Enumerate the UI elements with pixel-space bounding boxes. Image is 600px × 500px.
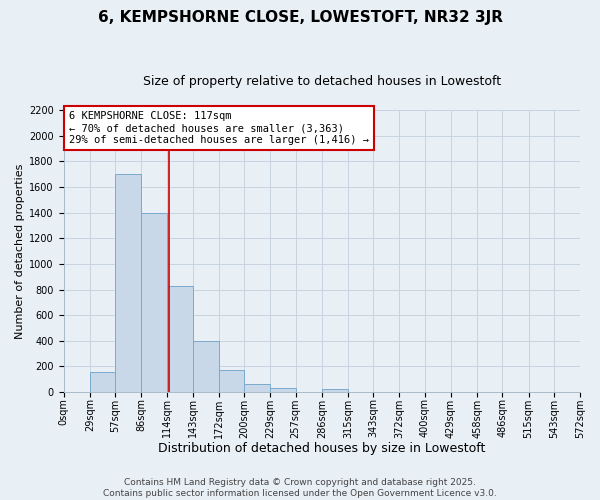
Bar [244, 384, 271, 392]
Bar [90, 372, 115, 392]
Bar [322, 389, 348, 392]
Y-axis label: Number of detached properties: Number of detached properties [15, 164, 25, 338]
Text: 6 KEMPSHORNE CLOSE: 117sqm
← 70% of detached houses are smaller (3,363)
29% of s: 6 KEMPSHORNE CLOSE: 117sqm ← 70% of deta… [69, 112, 369, 144]
Text: Contains HM Land Registry data © Crown copyright and database right 2025.
Contai: Contains HM Land Registry data © Crown c… [103, 478, 497, 498]
Bar [271, 388, 296, 392]
Text: 6, KEMPSHORNE CLOSE, LOWESTOFT, NR32 3JR: 6, KEMPSHORNE CLOSE, LOWESTOFT, NR32 3JR [97, 10, 503, 25]
Bar [167, 286, 193, 392]
X-axis label: Distribution of detached houses by size in Lowestoft: Distribution of detached houses by size … [158, 442, 485, 455]
Bar [193, 341, 219, 392]
Title: Size of property relative to detached houses in Lowestoft: Size of property relative to detached ho… [143, 75, 501, 88]
Bar [141, 212, 167, 392]
Bar [115, 174, 141, 392]
Bar [219, 370, 244, 392]
